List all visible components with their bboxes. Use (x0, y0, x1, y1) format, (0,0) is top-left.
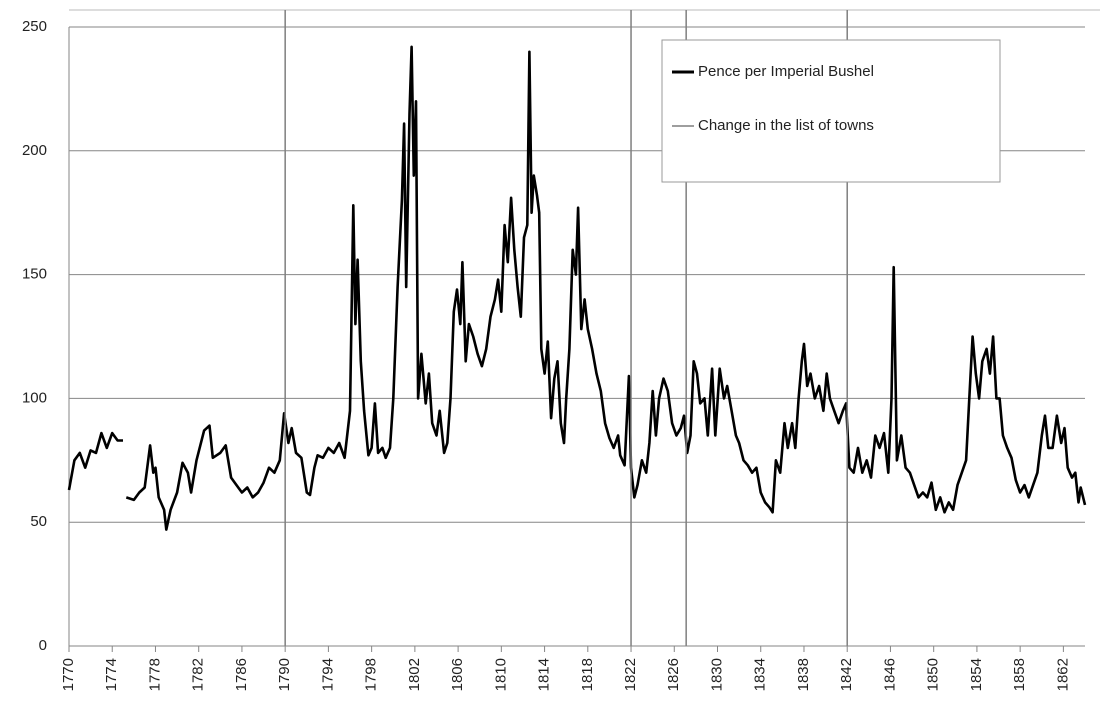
x-tick-label: 1846 (881, 658, 898, 691)
x-tick-label: 1814 (536, 658, 553, 691)
y-tick-label: 100 (22, 389, 47, 406)
x-tick-label: 1790 (276, 658, 293, 691)
y-tick-label: 250 (22, 18, 47, 35)
x-tick-label: 1806 (449, 658, 466, 691)
price-line (67, 45, 1087, 531)
x-tick-label: 1798 (363, 658, 380, 691)
y-tick-label: 0 (39, 637, 47, 654)
x-tick-label: 1770 (60, 658, 77, 691)
x-tick-label: 1818 (579, 658, 596, 691)
x-tick-label: 1842 (838, 658, 855, 691)
y-tick-label: 150 (22, 266, 47, 283)
x-tick-label: 1838 (795, 658, 812, 691)
x-tick-label: 1834 (752, 658, 769, 691)
x-tick-label: 1802 (406, 658, 423, 691)
x-tick-label: 1858 (1011, 658, 1028, 691)
y-tick-label: 50 (30, 513, 47, 530)
x-tick-label: 1810 (492, 658, 509, 691)
x-tick-label: 1774 (103, 658, 120, 691)
legend-label: Pence per Imperial Bushel (698, 63, 874, 80)
x-tick-label: 1854 (968, 658, 985, 691)
legend-box (661, 39, 1001, 183)
x-tick-label: 1862 (1054, 658, 1071, 691)
x-tick-label: 1786 (233, 658, 250, 691)
x-tick-label: 1830 (708, 658, 725, 691)
x-tick-label: 1826 (665, 658, 682, 691)
y-tick-label: 200 (22, 142, 47, 159)
x-tick-label: 1794 (319, 658, 336, 691)
x-tick-label: 1778 (146, 658, 163, 691)
x-tick-label: 1822 (622, 658, 639, 691)
legend-label: Change in the list of towns (698, 117, 874, 134)
x-tick-label: 1782 (190, 658, 207, 691)
x-tick-label: 1850 (925, 658, 942, 691)
